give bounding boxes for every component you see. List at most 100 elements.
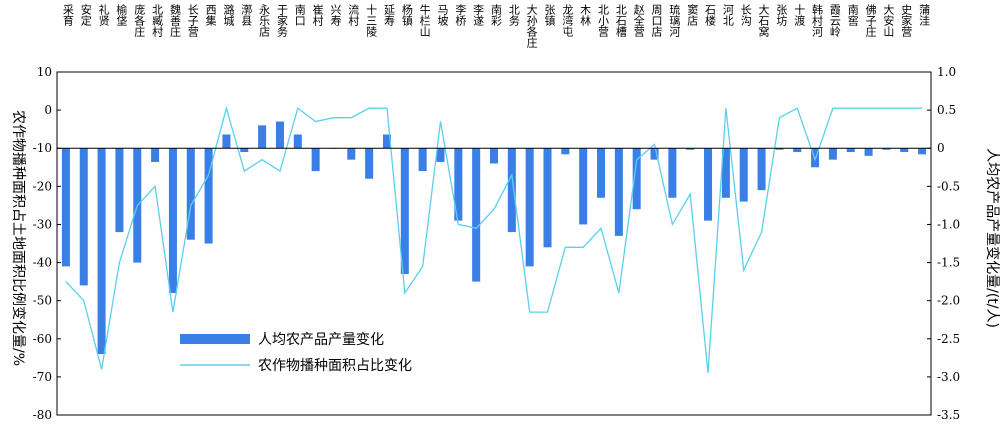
bar bbox=[864, 148, 873, 156]
category-label: 赵全营 bbox=[632, 3, 645, 38]
right-axis-title: 人均农产品产量变化量/(t/人) bbox=[984, 148, 1000, 328]
category-label: 史家营 bbox=[900, 4, 913, 38]
category-label: 长子营 bbox=[186, 4, 199, 38]
bar bbox=[115, 148, 124, 233]
bar bbox=[918, 148, 927, 155]
category-label: 河北 bbox=[721, 4, 734, 26]
category-label: 马坡 bbox=[436, 4, 449, 27]
category-label: 霞云岭 bbox=[828, 4, 841, 38]
bar bbox=[757, 148, 766, 191]
category-label: 琉璃河 bbox=[668, 3, 681, 37]
category-label: 安定 bbox=[79, 3, 92, 27]
bar bbox=[525, 148, 534, 267]
bar bbox=[222, 134, 231, 149]
left-tick-label: -10 bbox=[33, 141, 52, 155]
left-tick-label: -30 bbox=[33, 217, 52, 231]
category-label: 周口店 bbox=[650, 4, 663, 37]
plot-frame bbox=[56, 71, 932, 416]
bar bbox=[846, 148, 855, 153]
category-label: 南彩 bbox=[490, 4, 503, 27]
bar bbox=[186, 148, 195, 240]
bar bbox=[400, 148, 409, 274]
bar bbox=[507, 148, 516, 233]
bar bbox=[472, 148, 481, 282]
right-tick-label: -2.0 bbox=[937, 294, 960, 308]
category-label: 杨镇 bbox=[400, 3, 413, 27]
left-tick-label: 10 bbox=[37, 65, 52, 79]
category-label: 礼贤 bbox=[97, 3, 110, 26]
category-label: 北务 bbox=[507, 4, 520, 26]
legend-line-label: 农作物播种面积占比变化 bbox=[258, 358, 412, 374]
right-axis: 1.0 0.5 0 -0.5 -1.0 -1.5 -2.0 -2.5 -3.0 -3.5 bbox=[927, 65, 960, 422]
category-label: 大石窝 bbox=[757, 3, 770, 38]
category-label: 韩村河 bbox=[811, 3, 824, 37]
bar bbox=[650, 148, 659, 160]
right-tick-label: -1.0 bbox=[937, 217, 960, 231]
bar bbox=[293, 134, 302, 149]
category-label: 长沟 bbox=[739, 4, 752, 27]
bar bbox=[739, 148, 748, 202]
bar bbox=[686, 148, 695, 150]
category-label: 张坊 bbox=[775, 4, 788, 26]
bar bbox=[489, 148, 499, 164]
bar bbox=[79, 148, 88, 286]
category-label: 牛栏山 bbox=[418, 3, 431, 37]
bar bbox=[258, 125, 267, 149]
category-label: 兴寿 bbox=[329, 4, 342, 26]
legend-bar-label: 人均农产品产量变化 bbox=[258, 332, 384, 348]
bar bbox=[418, 148, 427, 172]
category-label: 窦店 bbox=[686, 4, 699, 26]
bar bbox=[454, 148, 463, 221]
category-label: 龙湾屯 bbox=[561, 4, 574, 37]
bar bbox=[721, 148, 730, 198]
category-label: 北石槽 bbox=[614, 4, 627, 38]
right-tick-label: 0.5 bbox=[937, 103, 956, 117]
category-label: 榆垡 bbox=[115, 3, 128, 26]
category-label: 南窖 bbox=[846, 4, 859, 27]
plot-border bbox=[56, 71, 932, 416]
category-label: 采育 bbox=[61, 4, 74, 27]
category-label: 十三陵 bbox=[365, 3, 378, 38]
category-label: 石楼 bbox=[704, 4, 717, 27]
bar bbox=[704, 148, 713, 221]
category-label: 潞城 bbox=[222, 3, 235, 26]
bars bbox=[61, 121, 927, 355]
bar bbox=[97, 148, 106, 355]
bar bbox=[668, 148, 677, 198]
category-labels: 采育 安定 礼贤 榆垡 庞各庄 北臧村 魏善庄 长子营 西集 潞城 漷县 永乐店 于家务 南口 崔村 兴寿 流村… bbox=[61, 3, 930, 49]
category-label: 李遂 bbox=[472, 3, 485, 26]
category-label: 北小营 bbox=[597, 4, 610, 38]
category-label: 蒲洼 bbox=[918, 3, 931, 27]
right-tick-label: -0.5 bbox=[937, 179, 960, 193]
category-label: 流村 bbox=[347, 3, 360, 26]
bar bbox=[382, 134, 391, 149]
bar bbox=[543, 148, 552, 248]
bar bbox=[436, 148, 445, 162]
category-label: 木林 bbox=[579, 4, 592, 26]
bar bbox=[365, 148, 374, 179]
category-label: 于家务 bbox=[275, 4, 288, 37]
left-tick-label: 0 bbox=[44, 103, 52, 117]
bar bbox=[882, 148, 891, 150]
category-label: 漷县 bbox=[240, 4, 253, 27]
bar bbox=[275, 121, 284, 149]
left-tick-label: -80 bbox=[33, 408, 52, 422]
category-label: 十渡 bbox=[793, 3, 806, 27]
category-label: 李桥 bbox=[454, 3, 467, 27]
bar bbox=[775, 148, 784, 150]
left-tick-label: -50 bbox=[33, 294, 52, 308]
left-tick-label: -40 bbox=[33, 256, 52, 270]
left-axis-title: 农作物播种面积占土地面积比例变化量/% bbox=[10, 110, 26, 366]
right-tick-label: 0 bbox=[937, 141, 945, 155]
bar bbox=[240, 148, 249, 153]
category-label: 大安山 bbox=[882, 3, 895, 37]
bar bbox=[828, 148, 837, 160]
legend: 人均农产品产量变化 农作物播种面积占比变化 bbox=[180, 332, 412, 374]
left-tick-label: -20 bbox=[33, 179, 52, 193]
category-label: 北臧村 bbox=[151, 4, 164, 37]
right-tick-label: -3.0 bbox=[937, 370, 960, 384]
right-tick-label: -2.5 bbox=[937, 332, 960, 346]
left-tick-label: -60 bbox=[33, 332, 52, 346]
category-label: 永乐店 bbox=[258, 3, 271, 37]
